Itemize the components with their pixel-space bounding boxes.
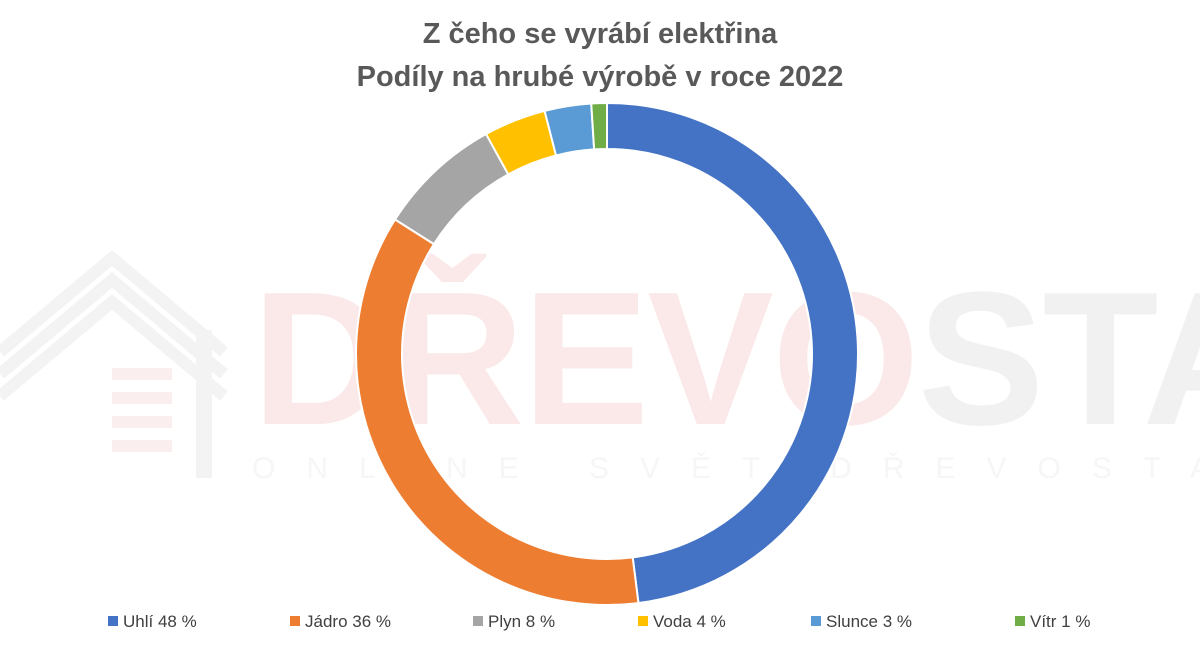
legend-item-uhlí: Uhlí 48 %: [108, 612, 197, 631]
legend-item-plyn: Plyn 8 %: [473, 612, 555, 631]
legend-label: Voda 4 %: [653, 612, 726, 631]
legend-label: Vítr 1 %: [1030, 612, 1090, 631]
slice-uhlí: [606, 101, 859, 605]
legend-swatch: [1015, 616, 1025, 626]
legend-label: Jádro 36 %: [305, 612, 391, 631]
legend-swatch: [638, 616, 648, 626]
legend-item-slunce: Slunce 3 %: [811, 612, 912, 631]
donut-slices: [355, 101, 859, 606]
chart-subtitle: Podíly na hrubé výrobě v roce 2022: [357, 61, 844, 93]
slice-vítr: [590, 101, 608, 151]
legend-swatch: [473, 616, 483, 626]
slice-plyn: [393, 132, 510, 246]
legend-label: Uhlí 48 %: [123, 612, 197, 631]
house-logo-icon: [0, 250, 228, 478]
legend-label: Plyn 8 %: [488, 612, 555, 631]
legend-item-voda: Voda 4 %: [638, 612, 726, 631]
legend-swatch: [290, 616, 300, 626]
watermark-brand-part2: STAVITEL: [918, 253, 1200, 465]
legend: Uhlí 48 % Jádro 36 % Plyn 8 % Voda 4 % Slunc…: [108, 612, 1090, 631]
legend-item-jádro: Jádro 36 %: [290, 612, 391, 631]
watermark: DŘEVOSTAVITEL ONLINE SVĚT DŘEVOSTAVEB: [0, 250, 1200, 485]
slice-jádro: [355, 218, 640, 606]
legend-swatch: [108, 616, 118, 626]
chart-title: Z čeho se vyrábí elektřina: [423, 18, 778, 50]
legend-item-vítr: Vítr 1 %: [1015, 612, 1090, 631]
legend-label: Slunce 3 %: [826, 612, 912, 631]
legend-swatch: [811, 616, 821, 626]
